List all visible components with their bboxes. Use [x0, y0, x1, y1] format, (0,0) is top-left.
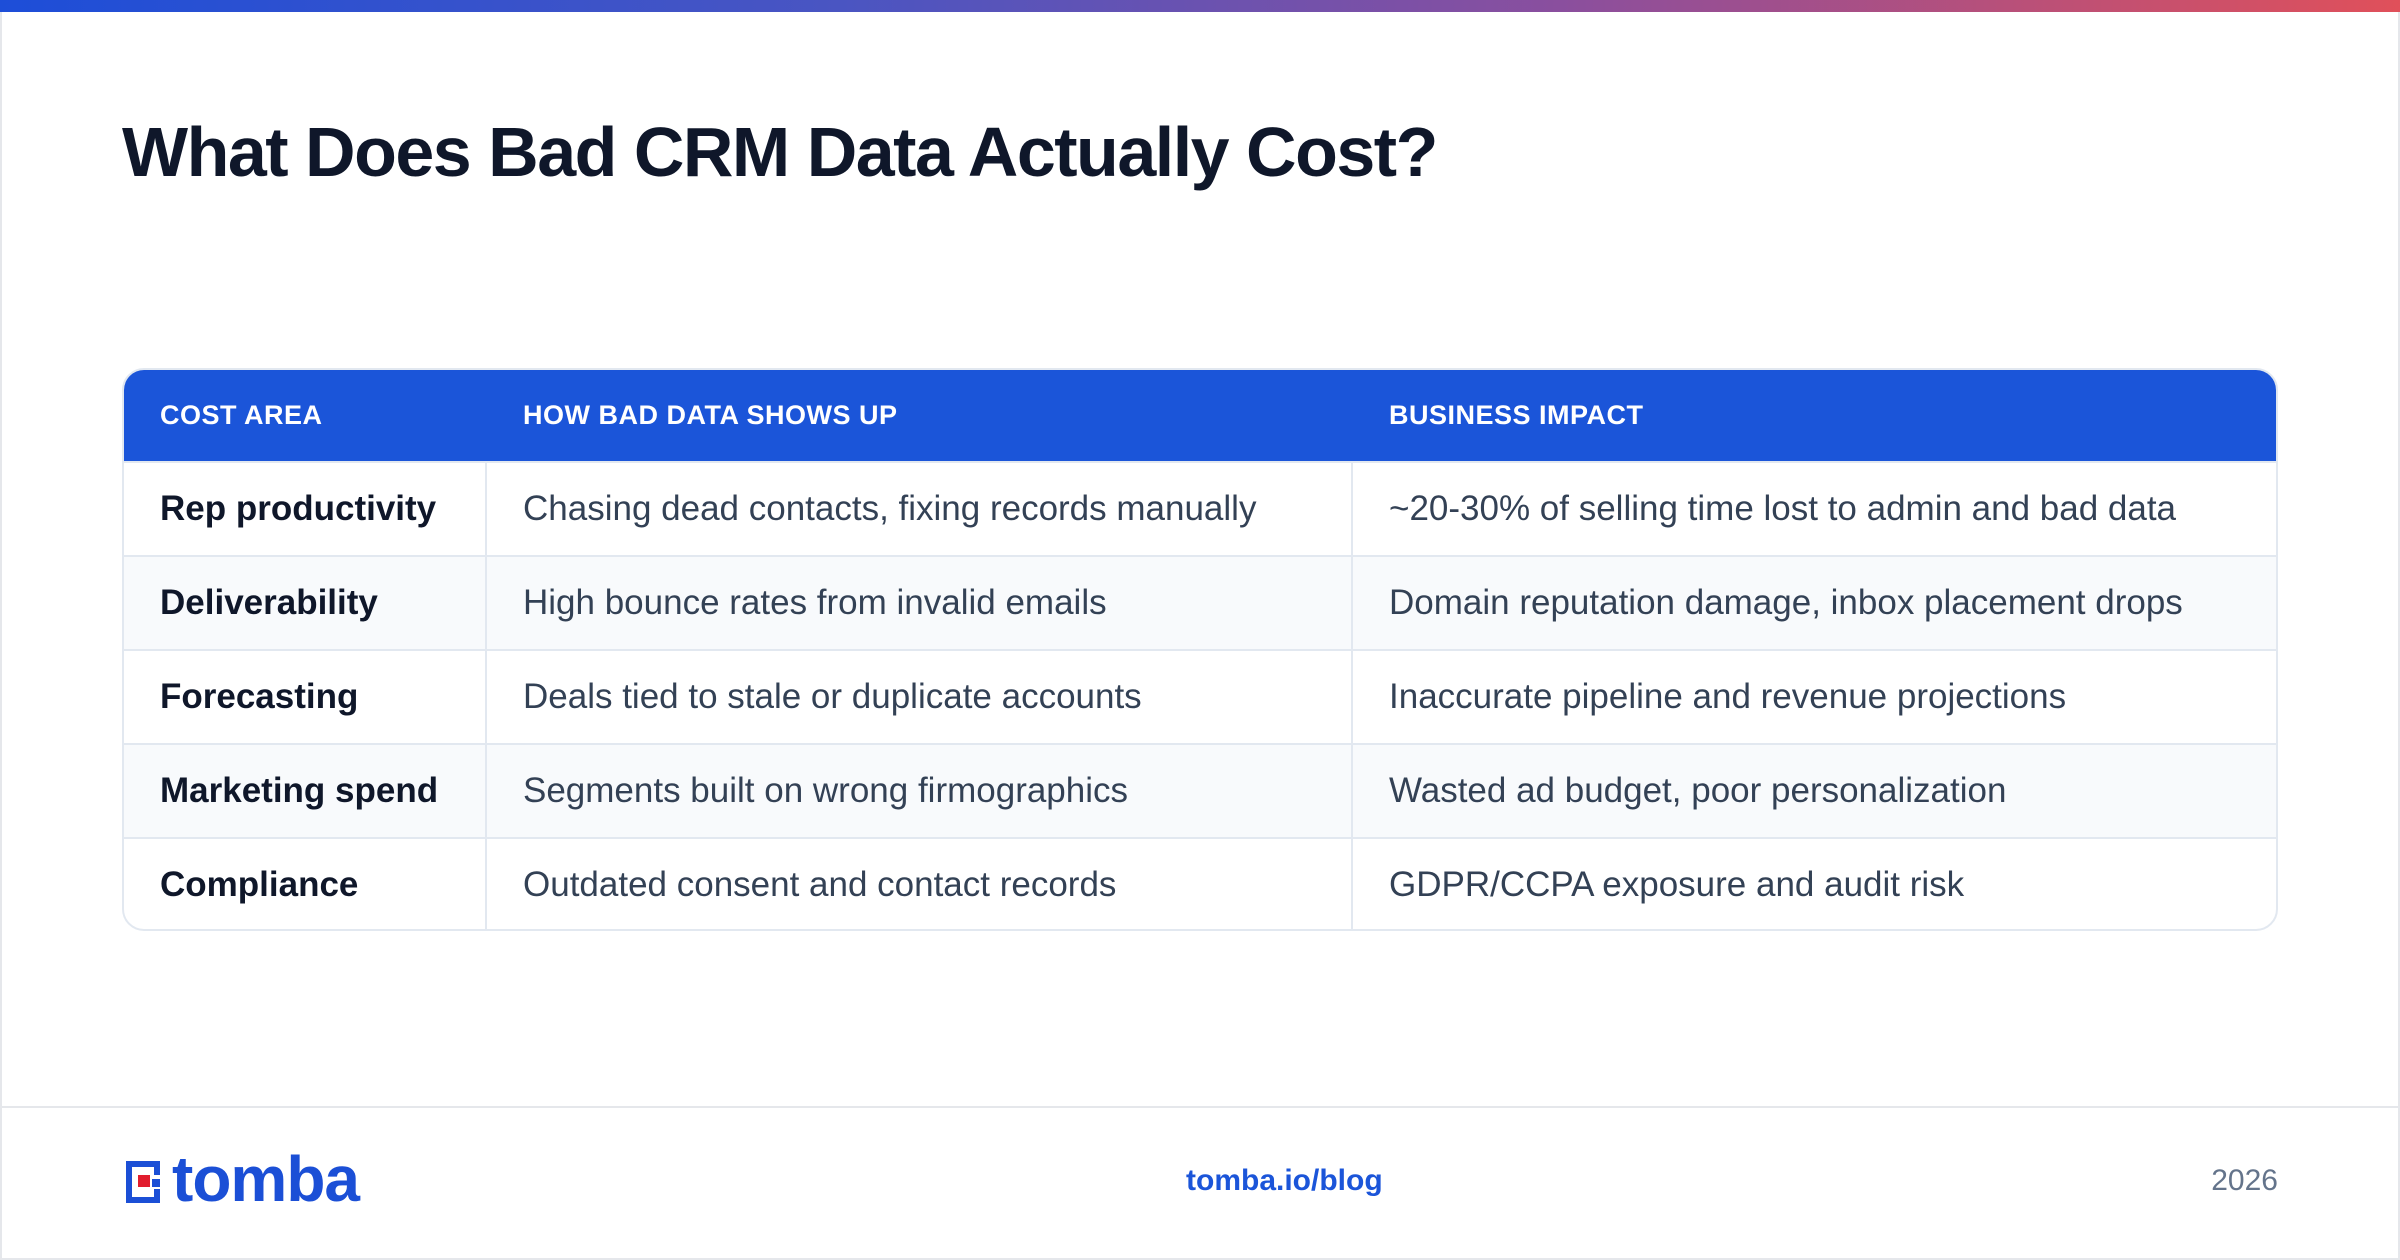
table-row: Marketing spend Segments built on wrong …: [124, 743, 2276, 837]
impact-cell: GDPR/CCPA exposure and audit risk: [1389, 865, 1965, 904]
header-how-bad-data-shows-up: HOW BAD DATA SHOWS UP: [523, 400, 898, 430]
impact-cell: Inaccurate pipeline and revenue projecti…: [1389, 677, 2067, 716]
table-row: Deliverability High bounce rates from in…: [124, 555, 2276, 649]
page-title: What Does Bad CRM Data Actually Cost?: [122, 113, 1438, 191]
impact-cell: Domain reputation damage, inbox placemen…: [1389, 583, 2183, 622]
cost-area-cell: Deliverability: [124, 557, 487, 649]
cost-area-cell: Marketing spend: [124, 745, 487, 837]
symptom-cell: Deals tied to stale or duplicate account…: [487, 651, 1353, 743]
logo-wordmark: tomba: [172, 1143, 360, 1215]
gradient-top-bar: [0, 0, 2400, 12]
symptom-cell: High bounce rates from invalid emails: [487, 557, 1353, 649]
cost-area-cell: Rep productivity: [124, 463, 487, 555]
table-row: Forecasting Deals tied to stale or dupli…: [124, 649, 2276, 743]
header-business-impact: BUSINESS IMPACT: [1389, 400, 1644, 430]
symptom-cell: Segments built on wrong firmographics: [487, 745, 1353, 837]
cost-area-cell: Forecasting: [124, 651, 487, 743]
table-row: Compliance Outdated consent and contact …: [124, 837, 2276, 929]
table-header: COST AREA HOW BAD DATA SHOWS UP BUSINESS…: [124, 370, 2276, 461]
table-row: Rep productivity Chasing dead contacts, …: [124, 461, 2276, 555]
header-cost-area: COST AREA: [160, 400, 323, 430]
impact-cell: Wasted ad budget, poor personalization: [1389, 771, 2007, 810]
impact-cell: ~20-30% of selling time lost to admin an…: [1389, 489, 2177, 528]
cost-table: COST AREA HOW BAD DATA SHOWS UP BUSINESS…: [122, 368, 2278, 931]
footer-year: 2026: [2211, 1164, 2278, 1197]
blog-link[interactable]: tomba.io/blog: [1186, 1164, 1383, 1197]
tomba-logo[interactable]: tomba: [122, 1147, 360, 1211]
symptom-cell: Outdated consent and contact records: [487, 839, 1353, 929]
cost-area-cell: Compliance: [124, 839, 487, 929]
tomba-logo-icon: [126, 1161, 160, 1203]
footer-divider: [0, 1106, 2400, 1108]
symptom-cell: Chasing dead contacts, fixing records ma…: [487, 463, 1353, 555]
